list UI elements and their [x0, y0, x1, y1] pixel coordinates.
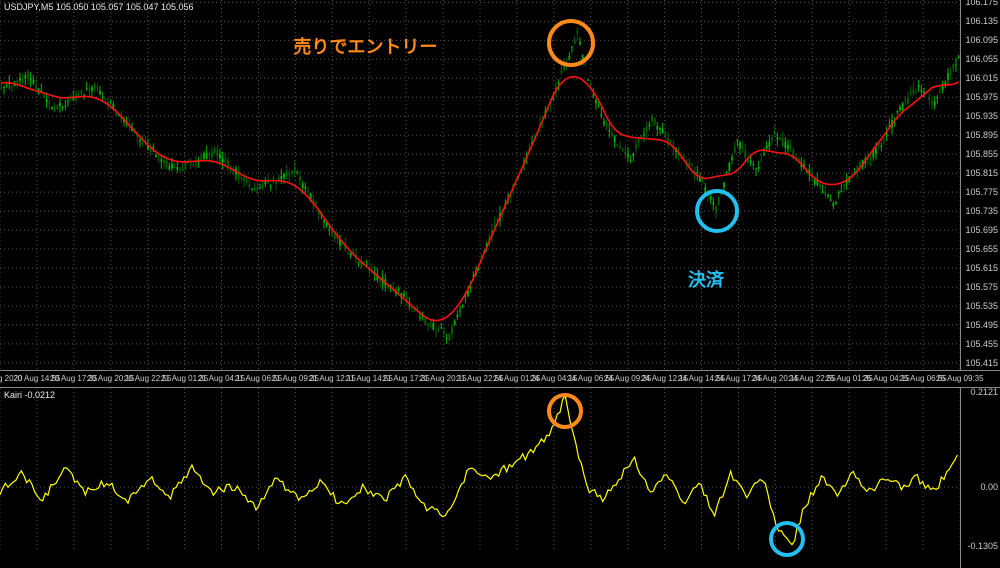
indicator-y-axis: 0.21210.00-0.1305 — [960, 388, 1000, 568]
x-axis-strip: 20 Aug 202020 Aug 14:5520 Aug 17:3520 Au… — [0, 370, 1000, 388]
trading-chart: USDJPY,M5 105.050 105.057 105.047 105.05… — [0, 0, 1000, 568]
main-plot-area[interactable] — [0, 0, 960, 370]
indicator-panel-label: Kairi -0.0212 — [4, 390, 55, 400]
indicator-series — [0, 388, 960, 550]
shared-x-axis: 20 Aug 202020 Aug 14:5520 Aug 17:3520 Au… — [0, 373, 960, 387]
indicator-panel: Kairi -0.0212 0.21210.00-0.1305 — [0, 388, 1000, 568]
main-series — [0, 0, 960, 370]
main-panel-label: USDJPY,M5 105.050 105.057 105.047 105.05… — [4, 2, 193, 12]
indicator-plot-area[interactable] — [0, 388, 960, 568]
main-y-axis: 105.415105.455105.495105.535105.575105.6… — [960, 0, 1000, 370]
main-price-panel: USDJPY,M5 105.050 105.057 105.047 105.05… — [0, 0, 1000, 370]
